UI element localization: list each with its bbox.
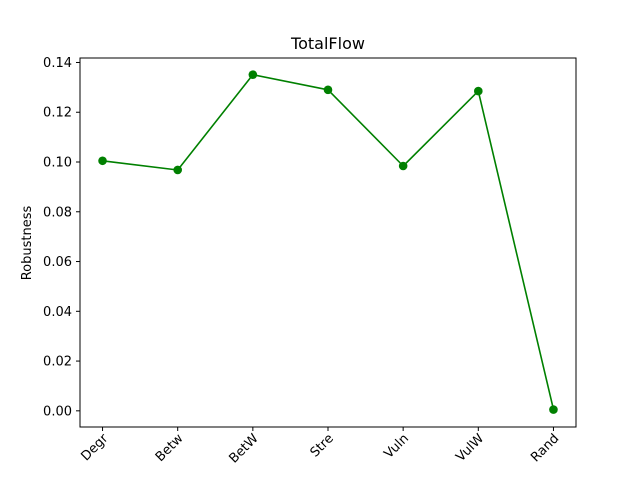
plot-frame — [79, 57, 577, 428]
y-tick-label: 0.10 — [43, 156, 72, 171]
x-tick-label: BetW — [226, 431, 261, 466]
series-line — [102, 73, 555, 410]
data-point — [323, 85, 333, 95]
plot-area: 0.00 0.02 0.04 0.06 0.08 0.10 0.12 0.14 Degr Betw… — [43, 56, 577, 466]
data-point — [173, 165, 182, 175]
y-tick-label: 0.00 — [43, 404, 72, 419]
data-point — [98, 156, 107, 166]
y-axis-label: Robustness — [20, 205, 35, 280]
data-point — [549, 405, 558, 414]
x-tick-label: VulW — [453, 431, 487, 465]
data-point — [248, 70, 258, 79]
y-tick-label: 0.08 — [43, 205, 72, 220]
y-tick-label: 0.14 — [43, 56, 72, 71]
y-tick-label: 0.12 — [43, 106, 72, 121]
data-point — [398, 161, 408, 171]
x-tick-label: Betw — [153, 431, 187, 465]
x-tick-label: Stre — [308, 431, 337, 460]
y-tick-label: 0.04 — [43, 305, 72, 320]
chart-title: TotalFlow — [290, 34, 365, 53]
data-point — [474, 86, 483, 96]
x-tick-label: Vuln — [381, 431, 411, 461]
y-tick-label: 0.06 — [43, 255, 72, 270]
y-tick-label: 0.02 — [43, 355, 72, 370]
x-tick-label: Degr — [78, 431, 111, 464]
x-tick-label: Rand — [528, 431, 562, 465]
